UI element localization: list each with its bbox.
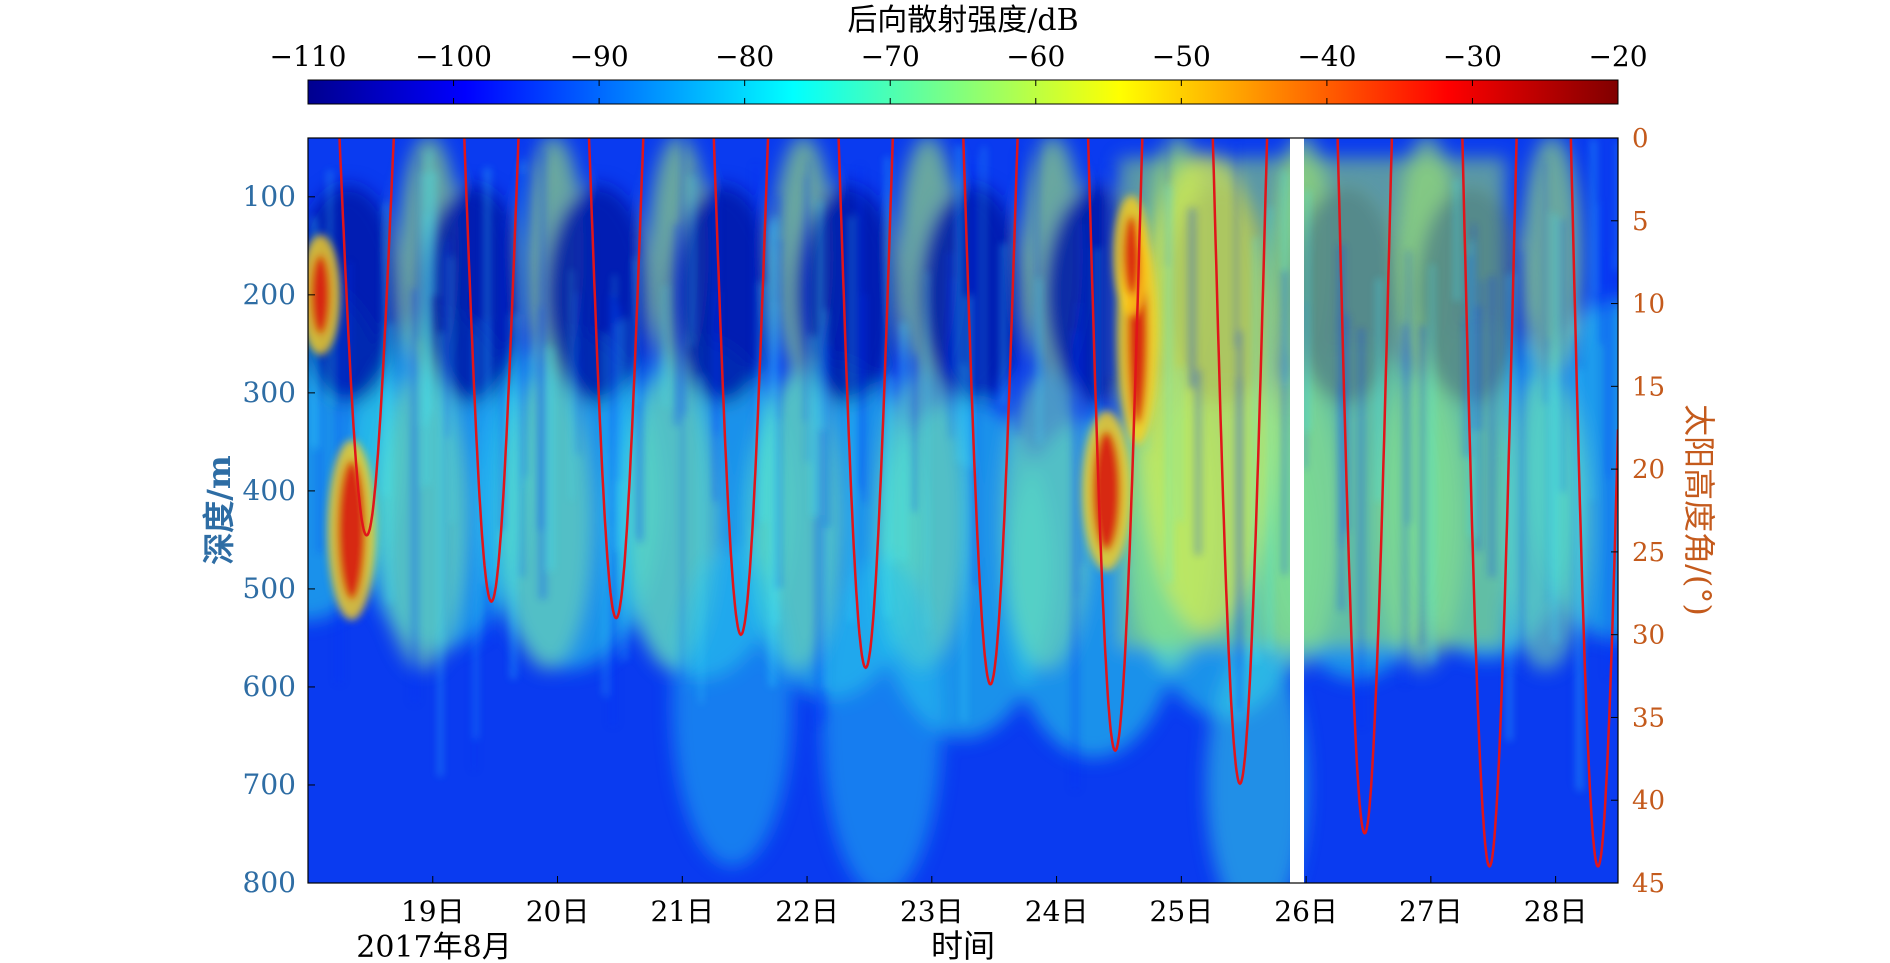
- x-tick-label: 28日: [1524, 895, 1588, 928]
- y2-axis-ticks: 0 5 10 15 20 25 30 35 40 45: [1611, 124, 1665, 899]
- x-tick-label: 24日: [1025, 895, 1089, 928]
- colorbar-tick-label: −90: [570, 40, 629, 73]
- y-axis-label: 深度/m: [200, 455, 238, 565]
- x-tick-label: 19日: [401, 895, 465, 928]
- x-axis-ticks: 19日 20日 21日 22日 23日 24日 25日 26日 27日 28日: [401, 876, 1587, 928]
- y2-tick-label: 25: [1632, 538, 1665, 568]
- x-tick-label: 22日: [775, 895, 839, 928]
- colorbar-tick-marks: [307, 80, 1619, 104]
- colorbar-tick-label: −70: [861, 40, 920, 73]
- y-tick-label: 600: [243, 670, 296, 703]
- colorbar-tick-label: −20: [1588, 40, 1647, 73]
- echogram-image: [308, 138, 1618, 883]
- colorbar-tick-label: −100: [415, 40, 492, 73]
- y-tick-label: 100: [243, 180, 296, 213]
- colorbar-tick-label: −60: [1006, 40, 1065, 73]
- y2-tick-label: 15: [1632, 372, 1665, 402]
- colorbar-tick-labels: −110 −100 −90 −80 −70 −60 −50 −40 −30 −20: [270, 40, 1648, 73]
- colorbar-title: 后向散射强度/dB: [847, 3, 1078, 38]
- colorbar: [307, 79, 1619, 105]
- y2-tick-label: 5: [1632, 207, 1649, 237]
- colorbar-tick-label: −110: [270, 40, 347, 73]
- colorbar-tick-label: −80: [715, 40, 774, 73]
- y-tick-label: 800: [243, 866, 296, 899]
- y-tick-label: 200: [243, 278, 296, 311]
- y2-axis-label: 太阳高度角/(°): [1680, 404, 1718, 616]
- x-tick-label: 26日: [1274, 895, 1338, 928]
- y2-tick-label: 45: [1632, 869, 1665, 899]
- y2-tick-label: 40: [1632, 786, 1665, 816]
- y2-tick-label: 0: [1632, 124, 1649, 154]
- y2-tick-label: 30: [1632, 621, 1665, 651]
- x-tick-label: 27日: [1399, 895, 1463, 928]
- colorbar-tick-label: −30: [1443, 40, 1502, 73]
- x-tick-label: 20日: [526, 895, 590, 928]
- colorbar-tick-label: −50: [1152, 40, 1211, 73]
- y-tick-label: 700: [243, 768, 296, 801]
- y2-tick-label: 10: [1632, 290, 1665, 320]
- plot-frame: [307, 137, 1619, 884]
- y2-tick-label: 35: [1632, 703, 1665, 733]
- x-tick-label: 21日: [650, 895, 714, 928]
- y-tick-label: 500: [243, 572, 296, 605]
- y-axis-ticks: 100 200 300 400 500 600 700 800: [243, 180, 315, 899]
- x-tick-label: 23日: [900, 895, 964, 928]
- y-tick-label: 400: [243, 474, 296, 507]
- y-tick-label: 300: [243, 376, 296, 409]
- x-axis-label: 时间: [931, 927, 995, 963]
- colorbar-tick-label: −40: [1297, 40, 1356, 73]
- month-label: 2017年8月: [356, 930, 511, 963]
- y2-tick-label: 20: [1632, 455, 1665, 485]
- data-gap: [1290, 138, 1304, 883]
- x-tick-label: 25日: [1150, 895, 1214, 928]
